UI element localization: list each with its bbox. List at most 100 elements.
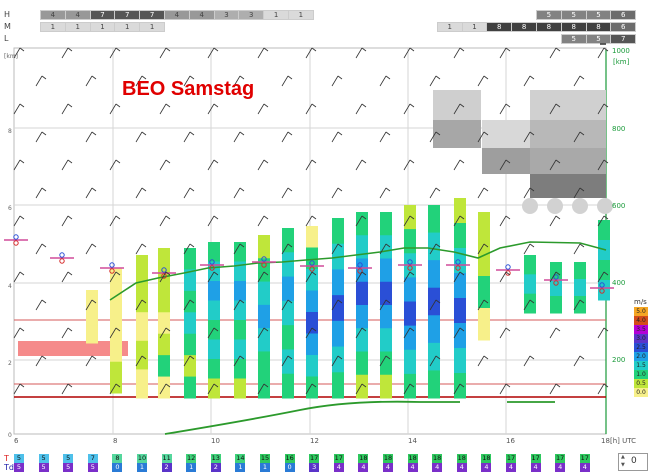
- x-tick-label: 12: [310, 437, 319, 445]
- cloud-block: [482, 148, 530, 174]
- wind-barb: [233, 187, 241, 199]
- pressure-dot: [261, 256, 267, 262]
- cloud-blob: [522, 198, 538, 214]
- wind-barb: [67, 47, 73, 52]
- profile-segment: [282, 252, 294, 278]
- pressure-dot: [161, 273, 167, 279]
- wind-barb: [505, 327, 511, 332]
- wind-barb: [165, 47, 171, 52]
- profile-segment: [332, 269, 344, 296]
- wind-barb: [213, 215, 219, 220]
- wind-barb: [355, 159, 363, 171]
- cloud-cell: 6: [610, 10, 637, 20]
- profile-segment: [356, 374, 368, 399]
- pressure-dot: [357, 268, 363, 274]
- profile-segment: [454, 348, 466, 374]
- wind-barb: [281, 299, 289, 311]
- temperature-cell: 18: [407, 454, 418, 463]
- wind-barb: [579, 299, 585, 304]
- legend-unit: m/s: [634, 298, 647, 306]
- x-tick-label: 6: [14, 437, 19, 445]
- wind-barb: [429, 75, 437, 87]
- wind-barb: [67, 327, 73, 332]
- wind-barb: [379, 131, 387, 143]
- wind-barb: [337, 187, 343, 192]
- wind-barb: [459, 215, 465, 220]
- profile-segment: [356, 281, 368, 306]
- legend-swatch: 3.0: [634, 334, 648, 343]
- profile-segment: [524, 255, 536, 275]
- temperature-cell: 5: [38, 454, 49, 463]
- wind-barb: [213, 159, 219, 164]
- profile-segment: [428, 342, 440, 371]
- wind-barb: [603, 159, 609, 164]
- wind-barb: [115, 159, 121, 164]
- left-tick-label: 2: [8, 360, 12, 367]
- wind-barb: [549, 327, 557, 339]
- temperature-cell: 15: [260, 454, 270, 463]
- dewpoint-cell: 2: [210, 463, 221, 472]
- wind-barb: [109, 327, 117, 339]
- wind-barb: [355, 103, 363, 115]
- wind-barb: [549, 271, 557, 283]
- wind-barb: [337, 243, 343, 248]
- pressure-dot: [59, 258, 65, 264]
- profile-segment: [332, 346, 344, 373]
- stepper-down-icon[interactable]: ▼: [621, 462, 625, 468]
- offset-stepper[interactable]: 0 ▲ ▼: [618, 453, 648, 471]
- wind-barb: [141, 131, 147, 136]
- pressure-dot: [161, 267, 167, 273]
- profile-segment: [524, 293, 536, 314]
- dewpoint-cell: 2: [161, 463, 172, 472]
- wind-barb: [109, 103, 117, 115]
- profile-segment: [110, 299, 122, 331]
- wind-barb: [523, 243, 531, 255]
- wind-barb: [555, 383, 561, 388]
- x-axis-unit: [h] UTC: [610, 437, 637, 445]
- wind-barb: [523, 187, 531, 199]
- wind-barb: [483, 75, 489, 80]
- profile-segment: [454, 298, 466, 324]
- wind-barb: [505, 159, 511, 164]
- wind-barb: [91, 299, 97, 304]
- profile-segment: [258, 351, 270, 376]
- wind-barb: [85, 131, 93, 143]
- profile-segment: [86, 325, 98, 344]
- wind-barb: [287, 355, 293, 360]
- wind-barb: [41, 187, 47, 192]
- wind-barb: [159, 215, 167, 227]
- wind-barb: [385, 355, 391, 360]
- profile-segment: [306, 247, 318, 270]
- wind-barb: [159, 383, 167, 395]
- wind-barb: [135, 131, 143, 143]
- pressure-dot: [13, 240, 19, 246]
- wind-barb: [207, 271, 215, 283]
- stepper-value[interactable]: 0: [631, 456, 637, 466]
- wind-barb: [115, 271, 121, 276]
- temperature-cell: 11: [161, 454, 172, 463]
- wind-barb: [435, 299, 441, 304]
- profile-segment: [356, 235, 368, 259]
- stepper-up-icon[interactable]: ▲: [621, 454, 625, 460]
- pressure-dot: [599, 282, 605, 288]
- profile-segment: [428, 260, 440, 289]
- wind-barb: [165, 327, 171, 332]
- wind-barb: [233, 131, 241, 143]
- profile-segment: [184, 333, 196, 356]
- dewpoint-cell: 4: [530, 463, 541, 472]
- wind-barb: [311, 159, 317, 164]
- profile-segment: [184, 290, 196, 313]
- wind-barb: [41, 75, 47, 80]
- wind-barb: [453, 103, 461, 115]
- dewpoint-cell: 5: [87, 463, 98, 472]
- wind-barb: [85, 299, 93, 311]
- profile-segment: [208, 320, 220, 340]
- wind-barb: [239, 131, 245, 136]
- wind-barb: [385, 75, 391, 80]
- collapse-chevron-icon[interactable]: ⌃: [322, 0, 330, 7]
- legend-swatch: 3.5: [634, 325, 648, 334]
- wind-barb: [337, 299, 343, 304]
- pressure-dot: [309, 260, 315, 266]
- wind-barb: [207, 383, 215, 395]
- wind-barb: [403, 103, 411, 115]
